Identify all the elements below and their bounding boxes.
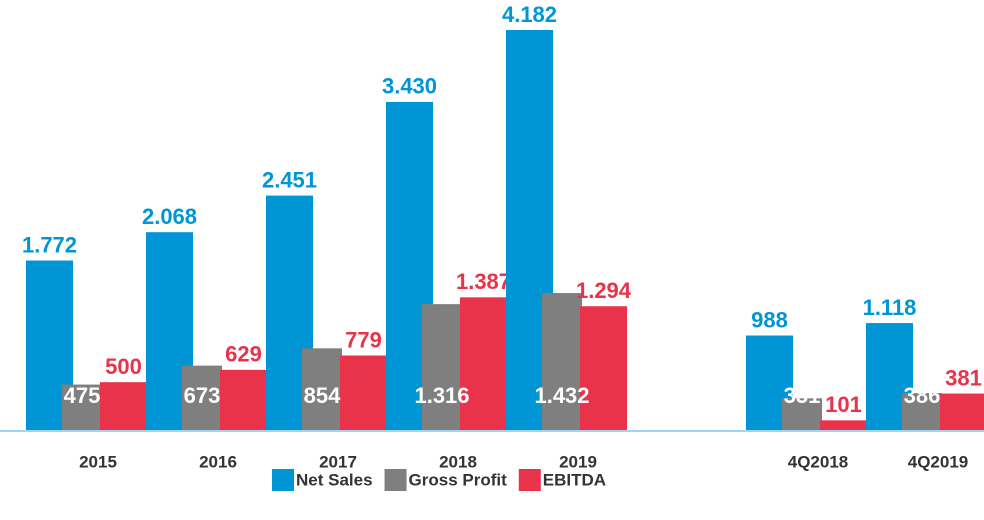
x-tick-label: 2019 (559, 452, 597, 471)
bar (182, 365, 222, 430)
legend-swatch (384, 469, 407, 491)
data-label: 381 (945, 365, 982, 390)
data-label: 386 (904, 383, 941, 408)
data-label: 1.772 (22, 232, 77, 257)
data-label: 1.118 (863, 295, 917, 320)
data-label: 1.294 (576, 278, 632, 303)
x-tick-label: 2018 (439, 452, 477, 471)
legend-label: Net Sales (296, 470, 373, 489)
bar (422, 304, 462, 430)
data-label: 1.432 (534, 383, 589, 408)
legend-label: Gross Profit (409, 470, 508, 489)
x-tick-label: 2015 (79, 452, 117, 471)
data-label: 331 (784, 383, 821, 408)
legend-label: EBITDA (543, 470, 606, 489)
bar (340, 355, 387, 430)
bar (220, 369, 267, 430)
data-label: 1.316 (414, 383, 469, 408)
data-label: 988 (751, 307, 788, 332)
bar (902, 393, 942, 430)
bar (100, 382, 147, 430)
data-label: 2.451 (262, 167, 317, 192)
data-label: 629 (225, 342, 262, 367)
bar (62, 384, 102, 430)
data-label: 854 (304, 383, 341, 408)
x-tick-label: 4Q2019 (908, 452, 969, 471)
data-label: 101 (825, 392, 862, 417)
data-label: 4.182 (502, 2, 557, 27)
data-label: 2.068 (142, 204, 197, 229)
bar (542, 293, 582, 430)
bar (302, 348, 342, 430)
data-label: 500 (105, 354, 142, 379)
data-label: 779 (345, 327, 382, 352)
x-tick-label: 4Q2018 (788, 452, 849, 471)
data-label: 475 (64, 383, 101, 408)
x-tick-label: 2016 (199, 452, 237, 471)
x-tick-label: 2017 (319, 452, 357, 471)
data-label: 3.430 (382, 74, 437, 99)
bar (580, 306, 627, 430)
bar (820, 420, 867, 430)
legend-swatch (272, 469, 294, 491)
bar (782, 398, 822, 430)
data-label: 673 (184, 383, 221, 408)
bar (460, 297, 507, 430)
legend-swatch (518, 469, 541, 491)
data-label: 1.387 (456, 269, 511, 294)
bar (940, 393, 984, 430)
